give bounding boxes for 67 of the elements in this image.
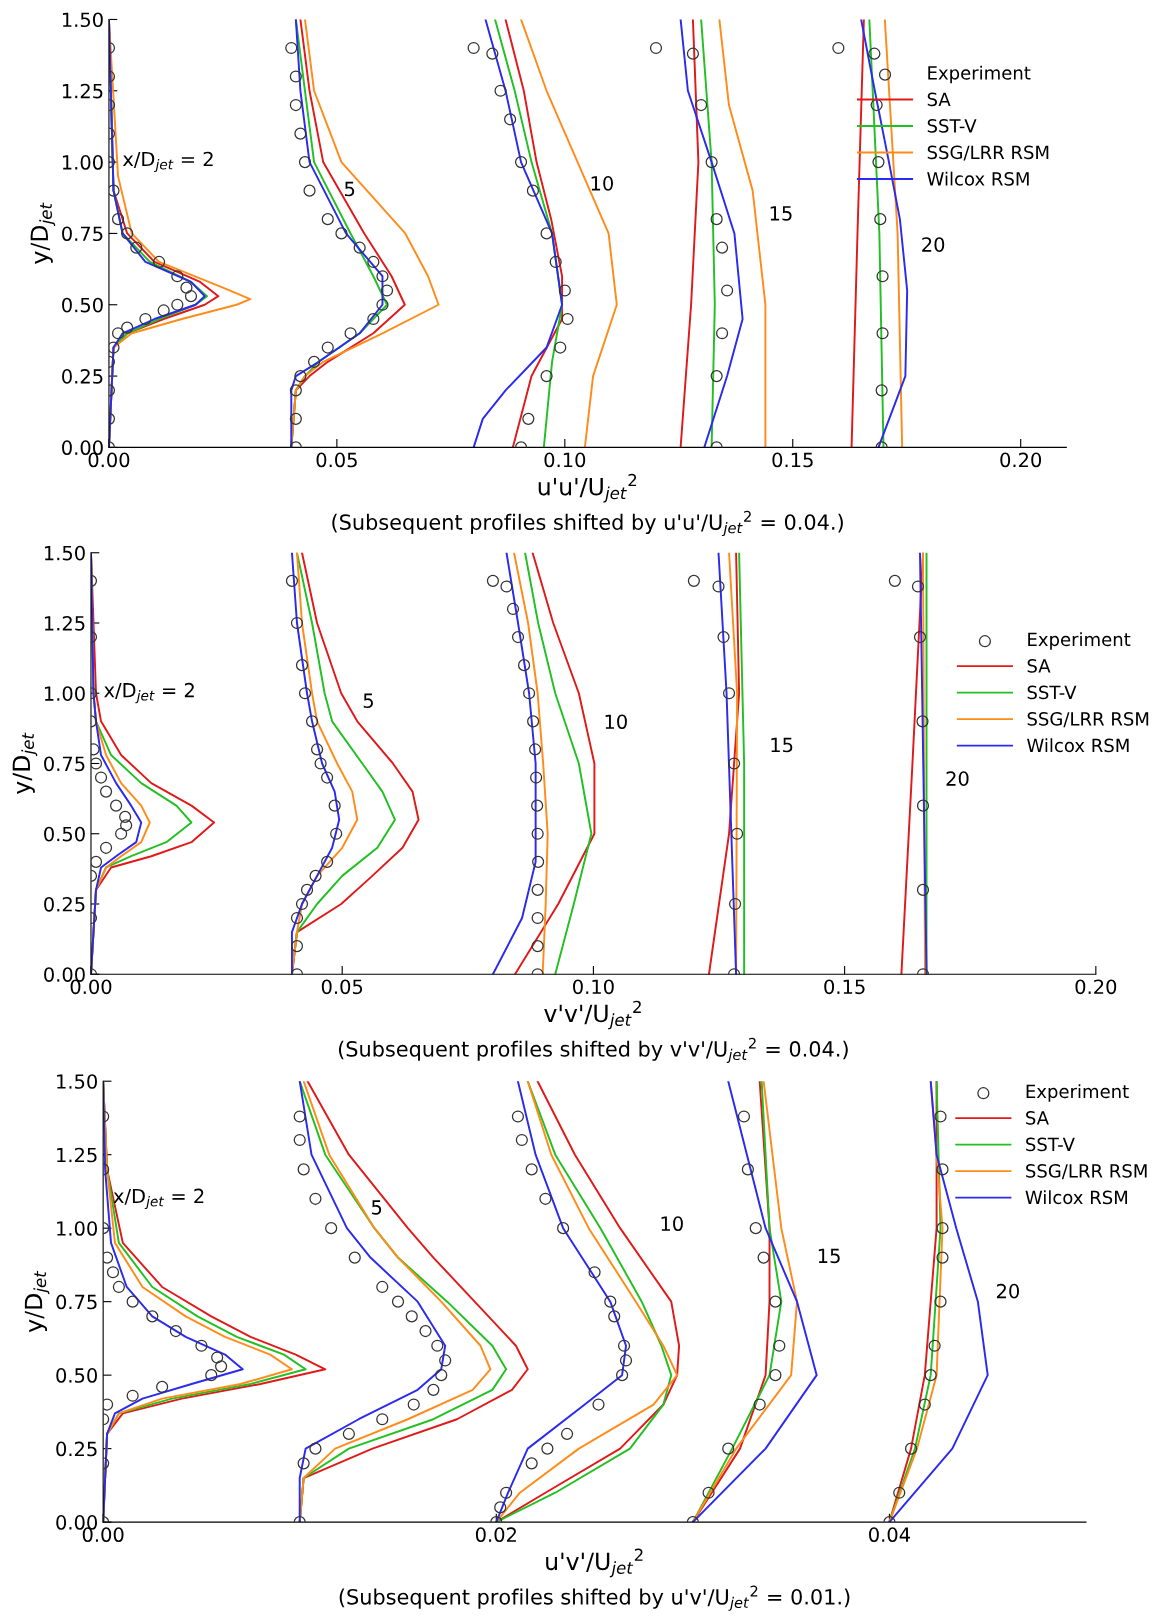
y-axis-title: y/D$_{jet}$: [30, 202, 56, 264]
y-tick-label: 1.50: [62, 12, 103, 28]
x-tick-label: 0.05: [316, 452, 357, 468]
annotation: 20: [996, 1283, 1020, 1299]
text: (Subsequent profiles shifted by v'v'/U$_{jet}$$^{2}$ = 0.04.): [338, 1037, 848, 1063]
legend-label: Experiment: [1026, 1084, 1129, 1102]
text: (Subsequent profiles shifted by u'v'/U$_{jet}$$^{2}$ = 0.01.): [339, 1585, 850, 1611]
annotation: 15: [771, 737, 793, 753]
annotation: 5: [344, 181, 355, 197]
x-tick-label: 0.20: [1000, 452, 1042, 468]
legend-label: SSG/LRR RSM: [1027, 712, 1149, 728]
y-tick-label: 0.25: [56, 1441, 97, 1457]
y-tick-label: 0.50: [56, 1368, 97, 1383]
annotation: 10: [661, 1216, 683, 1232]
legend-label: SSG/LRR RSM: [1026, 1164, 1147, 1180]
y-tick-label: 0.75: [56, 1294, 97, 1310]
x-axis-title: v'v'/U$_{jet}$$^{2}$: [544, 1000, 641, 1030]
x-tick-label: 0.02: [475, 1527, 516, 1543]
annotation: 5: [371, 1200, 382, 1215]
legend-label: SST-V: [1026, 1137, 1075, 1152]
y-tick-label: 1.25: [62, 83, 103, 99]
legend-label: Experiment: [1028, 632, 1131, 650]
y-tick-label: 0.75: [62, 226, 103, 242]
x-tick-label: 0.15: [824, 979, 865, 995]
annotation: 15: [770, 206, 792, 221]
y-axis-title: y/D$_{jet}$: [12, 732, 38, 794]
legend-label: SSG/LRR RSM: [927, 145, 1049, 161]
legend-label: SA: [1026, 1111, 1049, 1125]
annotation: 15: [818, 1248, 840, 1264]
legend-label: SA: [1027, 659, 1051, 673]
text: (Subsequent profiles shifted by u'u'/U$_{jet}$$^{2}$ = 0.04.): [332, 510, 843, 537]
x-tick-label: 0.05: [321, 979, 363, 995]
legend-label: SST-V: [927, 118, 977, 133]
y-tick-label: 0.25: [62, 369, 103, 384]
annotation: 5: [363, 693, 373, 709]
annotation: 10: [605, 714, 627, 730]
x-tick-label: 0.10: [544, 452, 586, 468]
y-tick-label: 1.00: [62, 155, 103, 170]
y-tick-label: 0.25: [44, 896, 85, 912]
y-tick-label: 1.00: [44, 686, 85, 701]
annotation: x/D$_{jet}$ = 2: [104, 682, 194, 704]
legend-label: Experiment: [928, 65, 1031, 84]
x-tick-label: 0.04: [869, 1527, 910, 1543]
x-tick-label: 0.20: [1075, 979, 1117, 995]
annotation: 20: [946, 771, 969, 786]
annotation: 20: [922, 237, 945, 252]
x-tick-label: 0.10: [573, 979, 614, 995]
legend-label: Wilcox RSM: [927, 171, 1029, 186]
y-tick-label: 0.50: [44, 826, 85, 842]
x-axis-title: u'u'/U$_{jet}$$^{2}$: [538, 473, 637, 503]
y-tick-label: 0.50: [62, 297, 103, 313]
x-axis-title: u'v'/U$_{jet}$$^{2}$: [546, 1548, 643, 1578]
annotation: x/D$_{jet}$ = 2: [113, 1188, 204, 1210]
legend-label: SST-V: [1027, 685, 1077, 700]
y-tick-label: 1.00: [57, 1221, 97, 1236]
legend-label: Wilcox RSM: [1025, 1190, 1128, 1205]
y-tick-label: 0.75: [44, 756, 85, 772]
y-axis-title: y/D$_{jet}$: [24, 1270, 50, 1333]
annotation: 10: [591, 176, 613, 191]
y-tick-label: 1.50: [44, 545, 85, 561]
y-tick-label: 1.25: [57, 1147, 97, 1163]
y-tick-label: 1.25: [44, 615, 85, 631]
legend-label: Wilcox RSM: [1027, 738, 1129, 753]
legend-label: SA: [927, 92, 951, 107]
y-tick-label: 1.50: [57, 1074, 97, 1089]
annotation: x/D$_{jet}$ = 2: [122, 151, 213, 173]
x-tick-label: 0.15: [772, 452, 813, 468]
